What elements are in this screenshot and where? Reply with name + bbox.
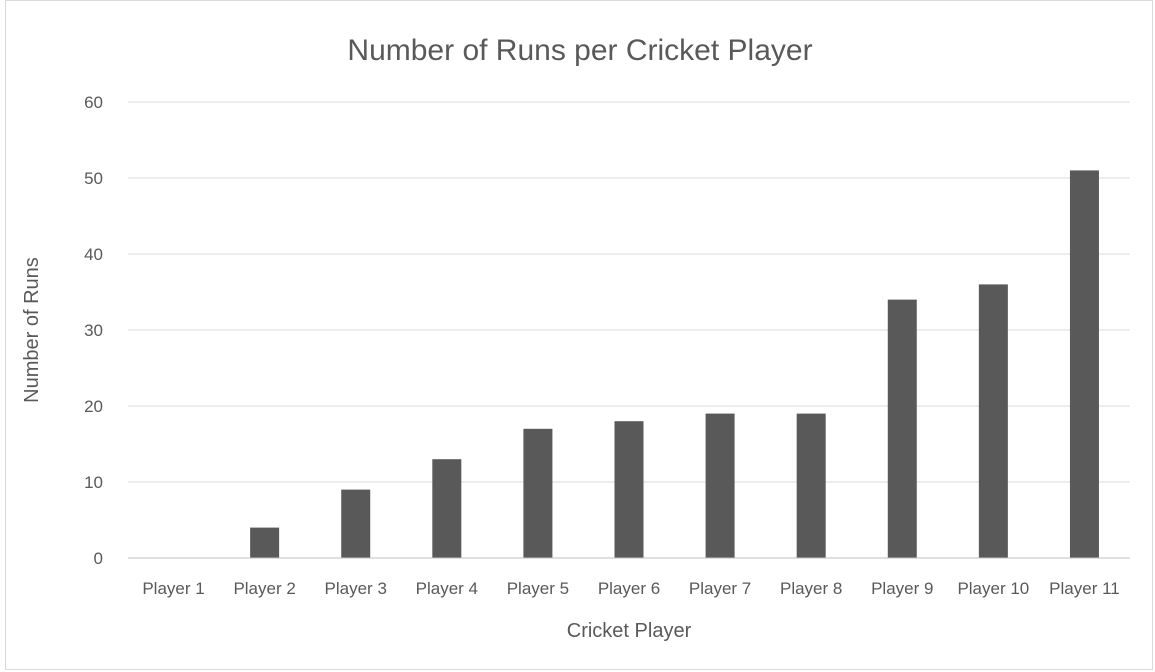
y-tick-label: 20 xyxy=(84,397,103,416)
bar-player-5 xyxy=(523,428,553,558)
bar-player-4 xyxy=(432,459,462,558)
y-tick-label: 10 xyxy=(84,473,103,492)
x-axis-ticks: Player 1 Player 2 Player 3 Player 4 Player 5… xyxy=(142,579,1119,598)
bar-player-6 xyxy=(614,421,644,558)
bar-player-10 xyxy=(978,284,1008,558)
x-tick-label: Player 5 xyxy=(507,579,569,598)
x-tick-label: Player 11 xyxy=(1049,579,1120,598)
x-axis-title: Cricket Player xyxy=(567,620,692,642)
x-tick-label: Player 2 xyxy=(233,579,295,598)
bar-player-9 xyxy=(887,299,917,558)
x-tick-label: Player 4 xyxy=(416,579,478,598)
x-tick-label: Player 1 xyxy=(142,579,204,598)
bar-player-3 xyxy=(341,489,371,558)
y-tick-label: 30 xyxy=(84,321,103,340)
bar-player-8 xyxy=(796,413,826,558)
x-tick-label: Player 10 xyxy=(957,579,1029,598)
y-axis-title: Number of Runs xyxy=(21,257,43,403)
x-tick-label: Player 3 xyxy=(325,579,387,598)
bar-player-7 xyxy=(705,413,735,558)
x-tick-label: Player 7 xyxy=(689,579,751,598)
x-tick-label: Player 9 xyxy=(871,579,933,598)
bars xyxy=(250,170,1099,558)
y-tick-label: 40 xyxy=(84,245,103,264)
x-tick-label: Player 6 xyxy=(598,579,660,598)
x-tick-label: Player 8 xyxy=(780,579,842,598)
chart-title: Number of Runs per Cricket Player xyxy=(347,34,812,67)
y-axis-ticks: 0 10 20 30 40 50 60 xyxy=(84,93,103,568)
bar-player-11 xyxy=(1069,170,1099,558)
y-tick-label: 0 xyxy=(94,549,103,568)
gridlines xyxy=(128,101,1130,483)
y-tick-label: 60 xyxy=(84,93,103,112)
y-tick-label: 50 xyxy=(84,169,103,188)
bar-player-2 xyxy=(250,527,280,558)
